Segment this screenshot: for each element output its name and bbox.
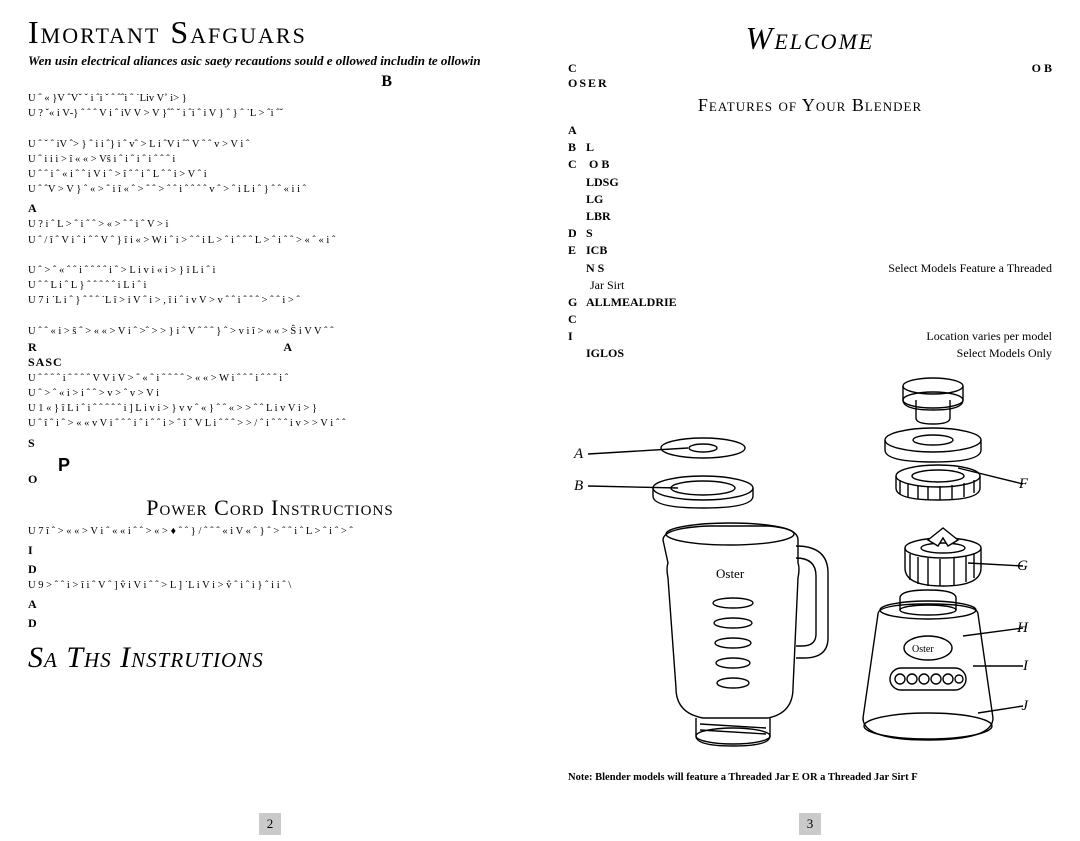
svg-text:Oster: Oster (716, 566, 745, 581)
bullets-b: U ˆ « }V ˆVˇ ˇ i ˆi ˇ ˆ ˆˆi ˆ ˙Liv V˚ i>… (28, 92, 512, 197)
label-f: F (1019, 476, 1028, 493)
section-sasc: SASC (28, 355, 512, 370)
section-o: O (28, 472, 512, 487)
label-g: G (1017, 558, 1028, 575)
page-left: Imortant Safguars Wen usin electrical al… (0, 0, 540, 841)
section-d: D (28, 562, 512, 577)
power-cord-title: Power Cord Instructions (28, 495, 512, 521)
features-title: Features of Your Blender (568, 95, 1052, 116)
page-right: Welcome C O B OSER Features of Your Blen… (540, 0, 1080, 841)
section-a2: A (28, 597, 512, 612)
diagram-svg: Oster Oster (568, 368, 1048, 768)
label-j: J (1021, 698, 1028, 715)
bullets-a: U ? i ˆ L > ˆ i ˆ ˆ > « > ˆ ˆ i ˆ V > iU… (28, 218, 512, 338)
pc-bullets2: U 9 > ˆ ˆ i > î i ˆ V ˆ ] v̂ i V i ˆ ˆ >… (28, 579, 512, 593)
label-a: A (574, 446, 583, 463)
section-r: R (28, 340, 37, 355)
congrats-ob: O B (1032, 61, 1052, 76)
section-i: I (28, 543, 512, 558)
page-number-2: 2 (259, 813, 281, 835)
label-b: B (574, 478, 583, 495)
section-d2: D (28, 616, 512, 631)
label-h: H (1017, 620, 1028, 637)
save-instructions: Sa Ths Instrutions (28, 641, 512, 675)
oser: OSER (568, 76, 1052, 91)
title-safeguards: Imortant Safguars (28, 14, 512, 51)
svg-text:Oster: Oster (912, 644, 934, 655)
section-b: B (28, 73, 512, 91)
welcome-title: Welcome (568, 20, 1052, 57)
pc-bullets: U 7 î ˆ > « « > V i ˆ « « i ˆ ˆ > « > ♦ … (28, 525, 512, 539)
section-a-right: A (283, 340, 292, 355)
label-i: I (1023, 658, 1028, 675)
features-list: ABLC O BLDSGLGLBRDSEICBN S Select Models… (568, 122, 1052, 362)
page-number-3: 3 (799, 813, 821, 835)
note-text: Note: Blender models will feature a Thre… (568, 772, 1052, 783)
section-a: A (28, 201, 512, 216)
section-s: S (28, 436, 512, 451)
congrats-c: C (568, 61, 577, 76)
intro-text: Wen usin electrical aliances asic saety … (28, 53, 512, 69)
bullets-r: U ˆ ˆ ˆ ˆ i ˆ ˆ ˆ ˆ V V i V > ˆ « ˆ i ˆ … (28, 372, 512, 432)
blender-diagram: A B F G H I J (568, 368, 1048, 768)
